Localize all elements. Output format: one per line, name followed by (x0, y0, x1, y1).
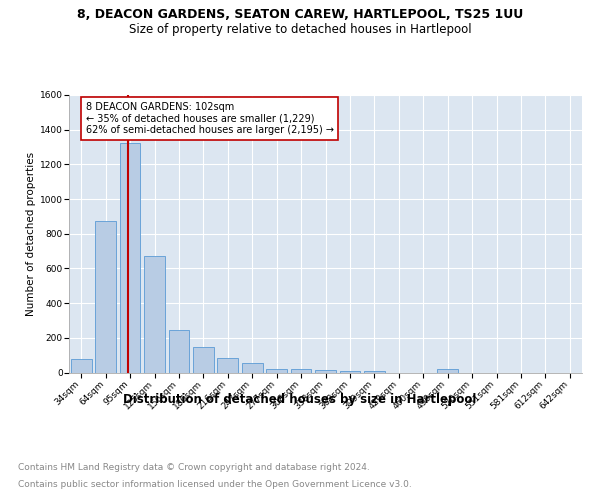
Y-axis label: Number of detached properties: Number of detached properties (26, 152, 35, 316)
Bar (315, 370, 336, 372)
Bar (266, 368, 287, 372)
Bar (364, 371, 385, 372)
Text: Contains HM Land Registry data © Crown copyright and database right 2024.: Contains HM Land Registry data © Crown c… (18, 462, 370, 471)
Bar (119, 142, 140, 372)
Bar (95, 220, 116, 372)
Bar (169, 330, 190, 372)
Bar (217, 358, 238, 372)
Text: 8 DEACON GARDENS: 102sqm
← 35% of detached houses are smaller (1,229)
62% of sem: 8 DEACON GARDENS: 102sqm ← 35% of detach… (86, 102, 334, 135)
Bar (193, 347, 214, 372)
Bar (71, 360, 92, 372)
Bar (144, 256, 165, 372)
Bar (437, 370, 458, 372)
Bar (290, 370, 311, 372)
Text: Distribution of detached houses by size in Hartlepool: Distribution of detached houses by size … (124, 392, 476, 406)
Text: 8, DEACON GARDENS, SEATON CAREW, HARTLEPOOL, TS25 1UU: 8, DEACON GARDENS, SEATON CAREW, HARTLEP… (77, 8, 523, 20)
Bar (242, 364, 263, 372)
Text: Contains public sector information licensed under the Open Government Licence v3: Contains public sector information licen… (18, 480, 412, 489)
Text: Size of property relative to detached houses in Hartlepool: Size of property relative to detached ho… (128, 22, 472, 36)
Bar (340, 371, 361, 372)
